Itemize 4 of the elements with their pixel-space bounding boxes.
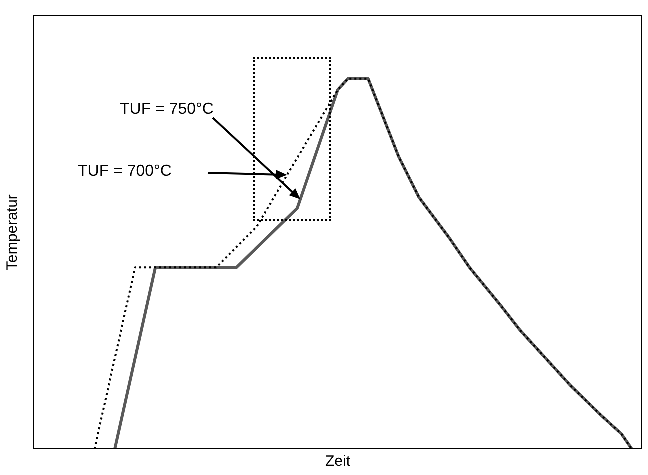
annotation: TUF = 750°C [120, 101, 214, 119]
annotation: TUF = 700°C [78, 163, 172, 181]
x-axis-title: Zeit [325, 453, 352, 470]
y-axis-title: Temperatur [4, 194, 22, 270]
